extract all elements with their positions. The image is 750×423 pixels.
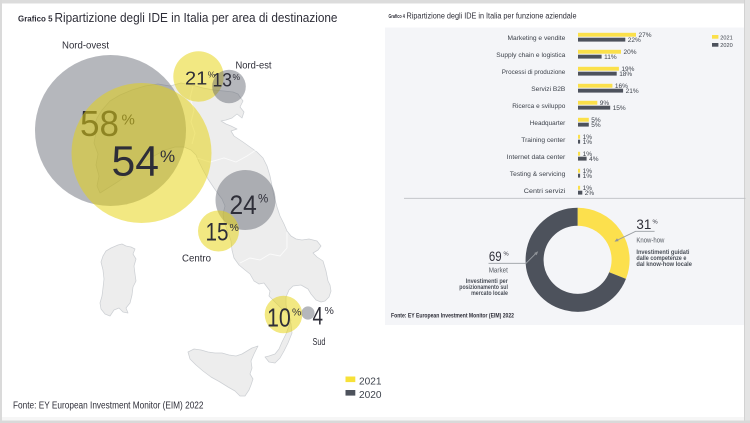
svg-text:Investimenti guidati: Investimenti guidati — [636, 249, 689, 256]
svg-text:%: % — [230, 222, 239, 234]
svg-text:%: % — [325, 305, 334, 317]
svg-text:1%: 1% — [583, 134, 593, 141]
svg-text:Know-how: Know-how — [636, 238, 665, 245]
svg-text:69: 69 — [489, 249, 502, 264]
svg-text:Supply chain e logistica: Supply chain e logistica — [496, 52, 565, 59]
svg-text:Investimenti per: Investimenti per — [466, 278, 509, 285]
svg-text:4%: 4% — [589, 156, 599, 163]
svg-text:%: % — [504, 252, 509, 258]
svg-text:10: 10 — [267, 303, 291, 333]
svg-text:Ripartizione degli IDE in Ital: Ripartizione degli IDE in Italia per fun… — [407, 11, 577, 20]
svg-text:dal know-how locale: dal know-how locale — [636, 261, 692, 268]
svg-text:1%: 1% — [583, 151, 593, 158]
svg-text:%: % — [208, 70, 216, 80]
svg-text:%: % — [653, 220, 658, 226]
svg-text:%: % — [292, 307, 301, 319]
svg-text:19%: 19% — [621, 66, 634, 73]
svg-text:1%: 1% — [583, 173, 593, 180]
svg-text:Fonte: EY European Investment: Fonte: EY European Investment Monitor (E… — [13, 401, 204, 412]
svg-text:posizionamento sul: posizionamento sul — [459, 284, 508, 291]
svg-text:Internet data center: Internet data center — [507, 154, 566, 161]
svg-text:20%: 20% — [624, 49, 637, 56]
svg-text:Marketing e vendite: Marketing e vendite — [508, 35, 566, 42]
svg-text:%: % — [258, 194, 268, 206]
svg-text:16%: 16% — [615, 83, 628, 90]
svg-text:Sud: Sud — [313, 336, 326, 348]
svg-text:1%: 1% — [583, 185, 593, 192]
svg-text:Centro: Centro — [182, 253, 211, 265]
svg-text:Training center: Training center — [521, 137, 566, 144]
svg-text:Market: Market — [489, 268, 508, 275]
svg-text:1%: 1% — [583, 168, 593, 175]
svg-text:2020: 2020 — [359, 390, 382, 401]
svg-text:9%: 9% — [600, 100, 610, 107]
svg-text:5%: 5% — [591, 122, 601, 129]
svg-text:Servizi B2B: Servizi B2B — [531, 86, 565, 93]
svg-text:4: 4 — [313, 303, 324, 331]
svg-text:Nord-ovest: Nord-ovest — [62, 40, 109, 52]
svg-text:Headquarter: Headquarter — [530, 120, 566, 127]
svg-text:2021: 2021 — [720, 35, 732, 41]
svg-text:22%: 22% — [628, 37, 641, 44]
svg-text:24: 24 — [230, 190, 257, 220]
svg-text:Processi di produzione: Processi di produzione — [502, 69, 566, 76]
svg-text:2020: 2020 — [720, 43, 732, 49]
svg-text:2%: 2% — [585, 190, 595, 197]
svg-text:Fonte: EY European Investment: Fonte: EY European Investment Monitor (E… — [391, 312, 514, 319]
svg-text:Ripartizione degli IDE in Ital: Ripartizione degli IDE in Italia per are… — [55, 10, 338, 25]
svg-text:11%: 11% — [604, 54, 617, 61]
svg-text:5%: 5% — [591, 117, 601, 124]
svg-text:mercato locale: mercato locale — [471, 290, 508, 297]
svg-text:54: 54 — [112, 139, 160, 186]
svg-text:Testing & servicing: Testing & servicing — [510, 171, 566, 178]
svg-text:1%: 1% — [583, 139, 593, 146]
svg-text:Centri servizi: Centri servizi — [524, 188, 566, 195]
svg-text:27%: 27% — [639, 32, 652, 39]
svg-text:dalle competenze e: dalle competenze e — [636, 255, 686, 262]
svg-text:18%: 18% — [619, 71, 632, 78]
svg-text:31: 31 — [636, 217, 651, 232]
svg-text:Grafico 5: Grafico 5 — [18, 13, 53, 23]
svg-text:Nord-est: Nord-est — [236, 60, 272, 72]
svg-text:13: 13 — [213, 71, 233, 92]
svg-text:21: 21 — [185, 67, 207, 88]
svg-text:%: % — [233, 72, 241, 82]
svg-text:15%: 15% — [613, 105, 626, 112]
svg-text:21%: 21% — [626, 88, 639, 95]
svg-text:Grafico 4: Grafico 4 — [389, 14, 406, 20]
svg-text:%: % — [160, 147, 175, 166]
svg-text:2021: 2021 — [359, 377, 382, 388]
svg-text:Ricerca e sviluppo: Ricerca e sviluppo — [512, 103, 565, 110]
svg-text:15: 15 — [206, 219, 229, 247]
